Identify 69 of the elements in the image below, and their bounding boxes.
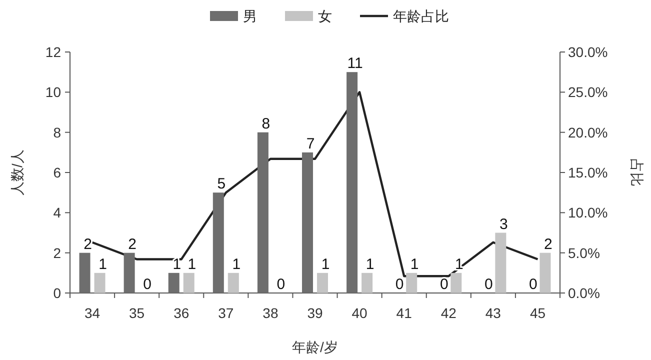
x-tick-label: 36 [174, 305, 190, 321]
data-label: 2 [84, 236, 92, 253]
bar [79, 252, 90, 293]
data-label: 7 [306, 135, 315, 152]
y2-tick-label: 0.0% [568, 285, 600, 301]
y-axis-title: 人数/人 [9, 150, 25, 196]
data-label: 1 [188, 256, 196, 273]
y-tick-label: 4 [53, 204, 62, 221]
data-label: 1 [410, 256, 419, 273]
legend-label: 男 [243, 8, 257, 24]
bar [302, 152, 313, 293]
x-tick-label: 38 [262, 305, 278, 321]
x-tick-label: 40 [352, 305, 368, 321]
data-label: 1 [321, 256, 330, 273]
data-label: 0 [395, 276, 404, 293]
y-tick-label: 6 [53, 164, 62, 180]
x-tick-label: 39 [307, 305, 323, 321]
y2-axis-title: 占比 [629, 158, 645, 186]
bar [257, 132, 268, 293]
y2-tick-label: 15.0% [568, 164, 608, 180]
y2-tick-label: 10.0% [568, 204, 608, 221]
y-tick-label: 0 [53, 285, 62, 301]
bar [450, 272, 462, 293]
x-tick-label: 43 [485, 305, 502, 321]
x-axis-title: 年龄/岁 [292, 339, 338, 355]
data-label: 8 [262, 115, 270, 132]
y-tick-label: 2 [53, 244, 62, 261]
bar [94, 272, 106, 293]
bar [183, 272, 194, 293]
y-tick-label: 10 [45, 84, 62, 100]
x-tick-label: 37 [218, 305, 234, 321]
bar [346, 72, 358, 293]
y2-tick-label: 5.0% [568, 244, 600, 261]
data-label: 0 [484, 276, 493, 293]
data-label: 1 [366, 256, 374, 273]
x-tick-label: 35 [129, 305, 145, 321]
data-label: 1 [172, 256, 182, 273]
bar [228, 272, 239, 293]
bar [124, 252, 135, 293]
bar [362, 272, 373, 293]
y2-tick-label: 25.0% [568, 84, 608, 100]
bar [212, 192, 224, 293]
bar [495, 232, 506, 293]
bar [168, 272, 180, 293]
bar [317, 272, 328, 293]
y2-tick-label: 30.0% [568, 44, 608, 60]
legend-label: 年龄占比 [393, 8, 449, 24]
legend-label: 女 [318, 8, 332, 24]
x-tick-label: 34 [84, 305, 100, 321]
data-label: 2 [544, 236, 552, 253]
data-label: 0 [529, 276, 538, 293]
bar [406, 272, 418, 293]
y-tick-label: 8 [53, 124, 62, 140]
data-label: 3 [500, 216, 508, 233]
y2-tick-label: 20.0% [568, 124, 608, 140]
data-label: 11 [347, 55, 363, 72]
data-label: 2 [128, 236, 136, 253]
data-label: 0 [143, 276, 152, 293]
data-label: 1 [98, 256, 107, 273]
x-tick-label: 42 [440, 305, 457, 321]
data-label: 0 [276, 276, 286, 293]
x-tick-label: 41 [396, 305, 412, 321]
line-series [91, 91, 539, 278]
data-label: 1 [232, 256, 241, 273]
x-tick-label: 45 [530, 305, 546, 321]
data-label: 5 [217, 176, 226, 193]
bar [540, 252, 551, 293]
data-label: 0 [440, 276, 448, 293]
y-tick-label: 12 [45, 44, 62, 60]
